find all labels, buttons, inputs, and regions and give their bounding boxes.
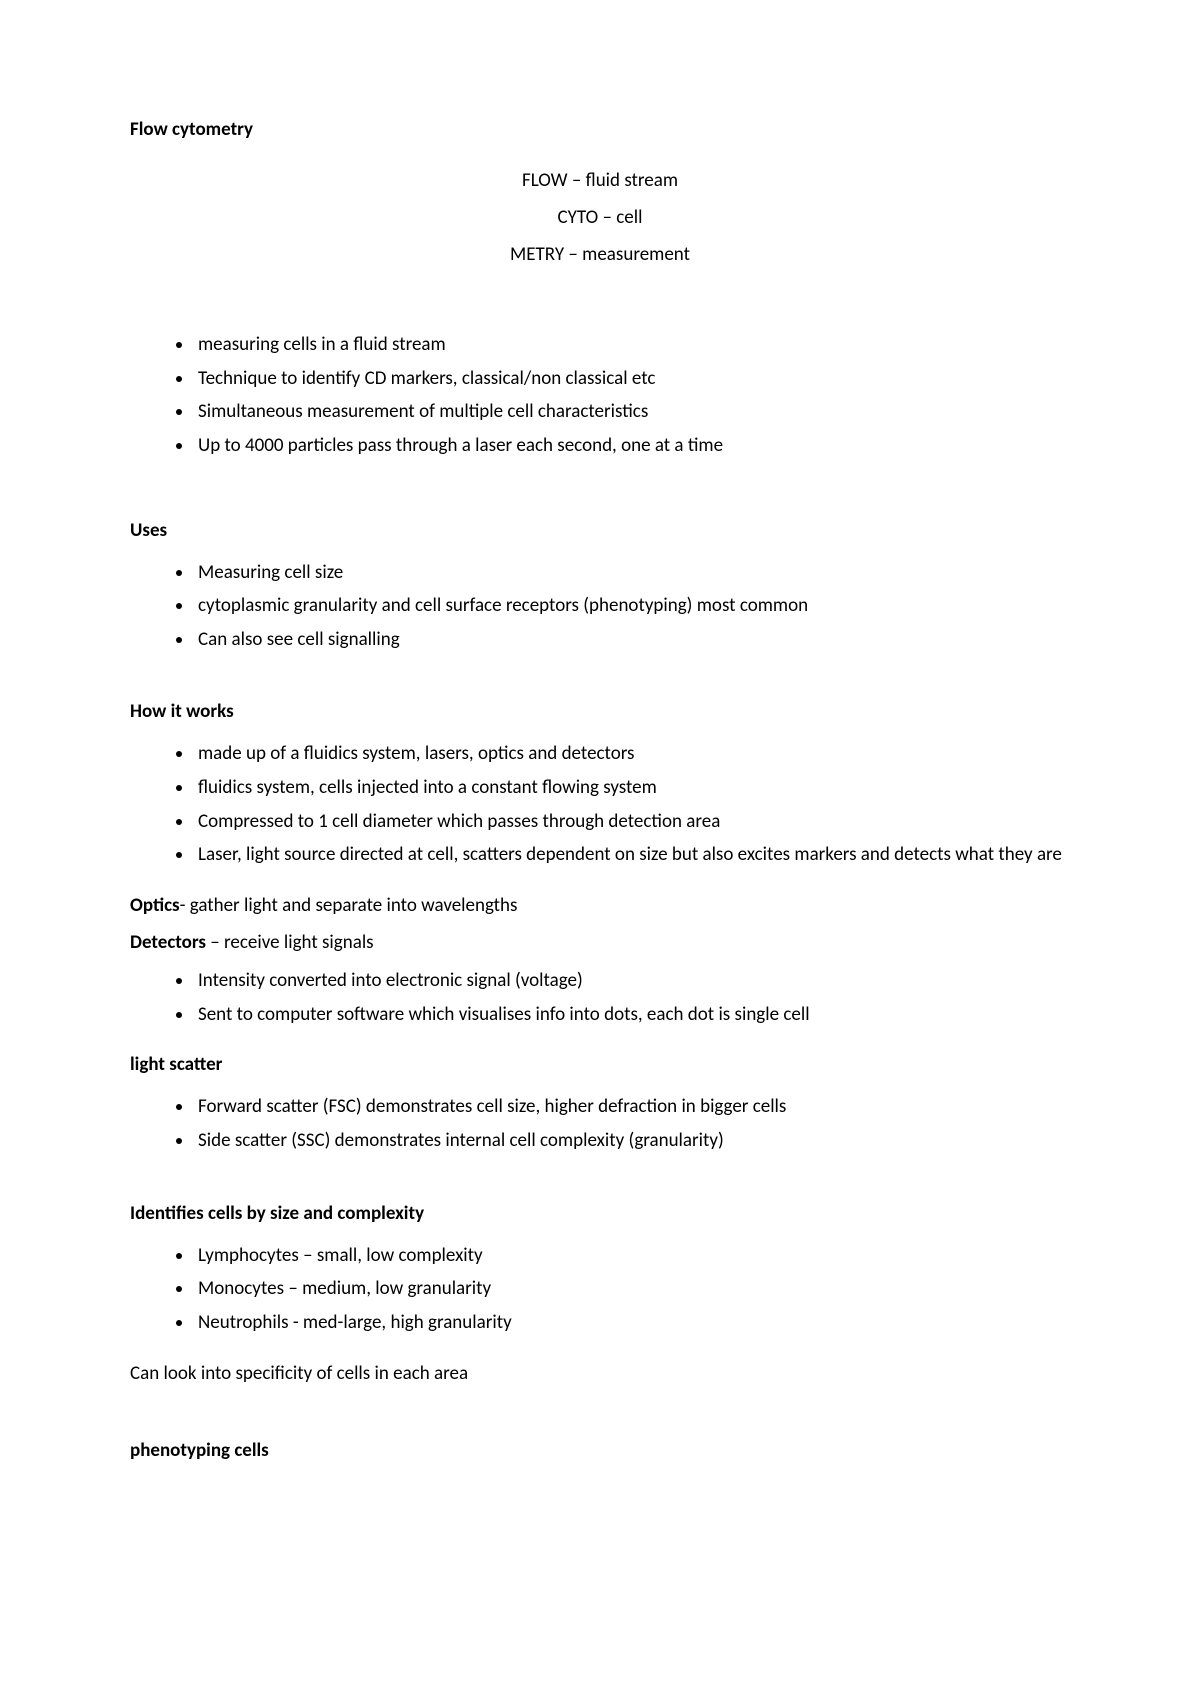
list-item: Intensity converted into electronic sign… bbox=[194, 968, 1070, 994]
section-heading-phenotyping: phenotyping cells bbox=[130, 1439, 1070, 1462]
def-term: CYTO bbox=[558, 206, 599, 229]
def-desc: measurement bbox=[582, 243, 690, 266]
detectors-line: Detectors – receive light signals bbox=[130, 931, 1070, 954]
list-item: Up to 4000 particles pass through a lase… bbox=[194, 433, 1070, 459]
list-item: Monocytes – medium, low granularity bbox=[194, 1276, 1070, 1302]
list-item: cytoplasmic granularity and cell surface… bbox=[194, 593, 1070, 619]
how-list: made up of a fluidics system, lasers, op… bbox=[130, 741, 1070, 868]
list-item: Lymphocytes – small, low complexity bbox=[194, 1243, 1070, 1269]
list-item: made up of a fluidics system, lasers, op… bbox=[194, 741, 1070, 767]
lightscatter-list: Forward scatter (FSC) demonstrates cell … bbox=[130, 1094, 1070, 1153]
document-page: Flow cytometry FLOW – fluid stream CYTO … bbox=[0, 0, 1200, 1698]
uses-list: Measuring cell size cytoplasmic granular… bbox=[130, 560, 1070, 653]
list-item: Compressed to 1 cell diameter which pass… bbox=[194, 809, 1070, 835]
detectors-list: Intensity converted into electronic sign… bbox=[130, 968, 1070, 1027]
identifies-footer: Can look into specificity of cells in ea… bbox=[130, 1362, 1070, 1385]
list-item: Technique to identify CD markers, classi… bbox=[194, 366, 1070, 392]
definition-line: FLOW – fluid stream bbox=[130, 169, 1070, 192]
list-item: measuring cells in a fluid stream bbox=[194, 332, 1070, 358]
list-item: Can also see cell signalling bbox=[194, 627, 1070, 653]
list-item: Side scatter (SSC) demonstrates internal… bbox=[194, 1128, 1070, 1154]
optics-rest: - gather light and separate into wavelen… bbox=[180, 894, 518, 917]
intro-list: measuring cells in a fluid stream Techni… bbox=[130, 332, 1070, 459]
section-heading-uses: Uses bbox=[130, 519, 1070, 542]
list-item: Sent to computer software which visualis… bbox=[194, 1002, 1070, 1028]
page-title: Flow cytometry bbox=[130, 118, 1070, 141]
optics-lead: Optics bbox=[130, 894, 180, 917]
list-item: Neutrophils - med-large, high granularit… bbox=[194, 1310, 1070, 1336]
list-item: Forward scatter (FSC) demonstrates cell … bbox=[194, 1094, 1070, 1120]
definition-line: CYTO – cell bbox=[130, 206, 1070, 229]
identifies-list: Lymphocytes – small, low complexity Mono… bbox=[130, 1243, 1070, 1336]
section-heading-how: How it works bbox=[130, 700, 1070, 723]
def-desc: cell bbox=[616, 206, 642, 229]
detectors-lead: Detectors bbox=[130, 931, 206, 954]
list-item: Measuring cell size bbox=[194, 560, 1070, 586]
list-item: Simultaneous measurement of multiple cel… bbox=[194, 399, 1070, 425]
list-item: fluidics system, cells injected into a c… bbox=[194, 775, 1070, 801]
def-term: FLOW bbox=[522, 169, 568, 192]
optics-line: Optics- gather light and separate into w… bbox=[130, 894, 1070, 917]
def-term: METRY bbox=[510, 243, 564, 266]
section-heading-identifies: Identifies cells by size and complexity bbox=[130, 1202, 1070, 1225]
section-heading-lightscatter: light scatter bbox=[130, 1053, 1070, 1076]
detectors-rest: – receive light signals bbox=[206, 931, 374, 954]
list-item: Laser, light source directed at cell, sc… bbox=[194, 842, 1070, 868]
definition-line: METRY – measurement bbox=[130, 243, 1070, 266]
definition-block: FLOW – fluid stream CYTO – cell METRY – … bbox=[130, 169, 1070, 266]
def-desc: fluid stream bbox=[586, 169, 678, 192]
